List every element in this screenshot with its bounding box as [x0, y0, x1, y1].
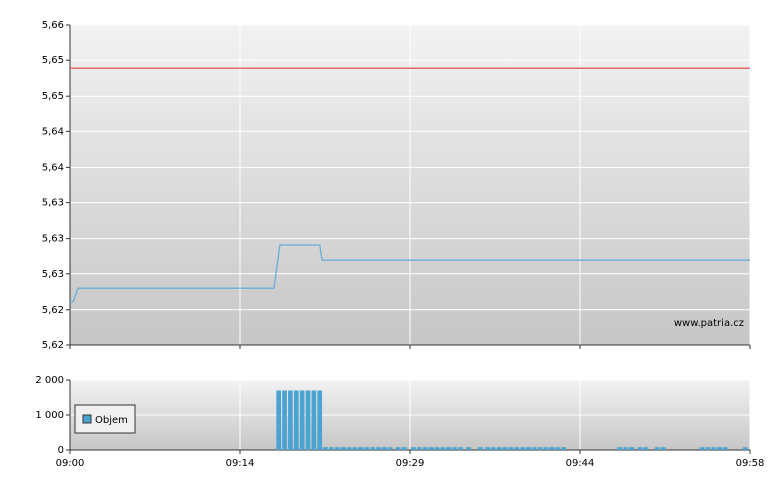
volume-bar [422, 447, 428, 450]
x-tick-label: 09:58 [736, 458, 765, 469]
y-tick-label: 1 000 [35, 410, 64, 421]
y-tick-label: 0 [58, 445, 64, 456]
volume-bar [446, 447, 452, 450]
volume-bar [311, 390, 317, 450]
volume-bar [370, 447, 375, 450]
y-tick-label: 5,65 [42, 55, 64, 66]
volume-bar [660, 447, 666, 450]
volume-bar [531, 447, 537, 450]
watermark: www.patria.cz [674, 318, 744, 329]
y-tick-label: 5,63 [42, 269, 64, 280]
volume-bar [490, 447, 496, 450]
volume-bar [440, 447, 446, 450]
volume-bar [526, 447, 531, 450]
price-line [70, 244, 750, 303]
volume-bar [699, 447, 705, 450]
volume-bar [352, 447, 358, 450]
volume-bar [520, 447, 525, 450]
volume-bar [543, 447, 549, 450]
volume-bar [329, 447, 334, 450]
volume-bar [514, 447, 520, 450]
volume-bar [617, 447, 623, 450]
volume-bar [305, 390, 311, 450]
legend-swatch [82, 414, 92, 424]
x-tick-label: 09:00 [56, 458, 85, 469]
x-tick-label: 09:44 [566, 458, 595, 469]
volume-bar [555, 447, 561, 450]
volume-bar [288, 390, 293, 450]
volume-bar [346, 447, 352, 450]
x-tick-label: 09:14 [226, 458, 255, 469]
volume-bar [323, 447, 328, 450]
volume-bar [637, 447, 643, 450]
volume-bar [376, 447, 381, 450]
volume-bar [458, 447, 463, 450]
volume-bar [317, 390, 323, 450]
volume-bar [411, 447, 416, 450]
volume-bar [466, 447, 471, 450]
volume-bar [452, 447, 457, 450]
volume-bar [655, 447, 660, 450]
volume-bar [623, 447, 629, 450]
volume-bar [401, 447, 407, 450]
volume-bar [299, 390, 305, 450]
volume-bar [381, 447, 387, 450]
volume-bar [276, 390, 282, 450]
volume-bar [537, 447, 543, 450]
volume-bar [549, 447, 555, 450]
volume-bar [705, 447, 711, 450]
volume-bar [364, 447, 369, 450]
legend-label: Objem [95, 415, 128, 426]
volume-bar [434, 447, 440, 450]
x-tick-label: 09:29 [396, 458, 425, 469]
volume-bar [417, 447, 422, 450]
y-tick-label: 5,64 [42, 126, 64, 137]
volume-bar [717, 447, 722, 450]
y-tick-label: 5,66 [42, 20, 64, 31]
volume-bar [496, 447, 502, 450]
y-tick-label: 2 000 [35, 375, 64, 386]
volume-bar [502, 447, 508, 450]
volume-bar [711, 447, 716, 450]
volume-bar [340, 447, 346, 450]
volume-bar [508, 447, 514, 450]
y-tick-label: 5,65 [42, 91, 64, 102]
volume-bar [629, 447, 634, 450]
y-tick-label: 5,63 [42, 234, 64, 245]
volume-bar [643, 447, 648, 450]
volume-bar [358, 447, 364, 450]
volume-bar [387, 447, 393, 450]
volume-bar [561, 447, 566, 450]
volume-bar [428, 447, 434, 450]
y-tick-label: 5,64 [42, 162, 64, 173]
y-tick-label: 5,62 [42, 305, 64, 316]
volume-bar [334, 447, 340, 450]
volume-bar [478, 447, 483, 450]
y-tick-label: 5,62 [42, 340, 64, 351]
volume-bar [293, 390, 299, 450]
volume-bar [282, 390, 287, 450]
volume-bar [485, 447, 490, 450]
volume-bar [742, 447, 748, 450]
volume-bar [723, 447, 728, 450]
y-tick-label: 5,63 [42, 198, 64, 209]
volume-bar [395, 447, 401, 450]
